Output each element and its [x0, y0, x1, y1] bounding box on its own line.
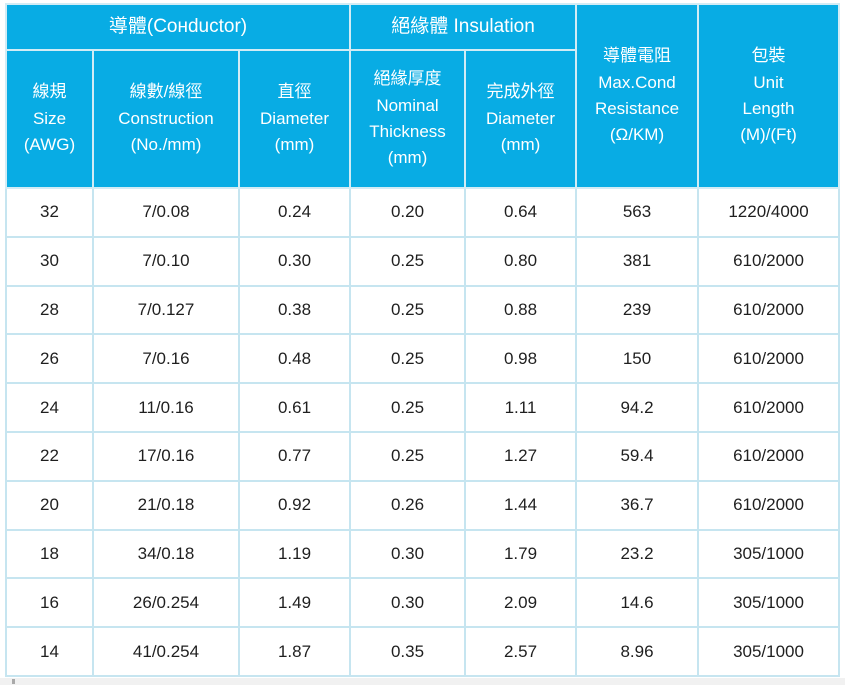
- table-cell: 41/0.254: [92, 626, 240, 677]
- table-cell: 0.25: [349, 382, 467, 433]
- table-cell: 0.25: [349, 284, 467, 336]
- table-cell: 1.11: [464, 382, 578, 433]
- header-unit-length: 包裝 Unit Length (M)/(Ft): [697, 3, 841, 189]
- table-cell: 0.98: [464, 333, 578, 385]
- table-cell: 1.44: [464, 479, 578, 531]
- table-cell: 610/2000: [697, 382, 841, 433]
- table-cell: 23.2: [575, 528, 700, 580]
- table-cell: 22: [5, 430, 94, 482]
- table-row: 22 17/0.16 0.77 0.25 1.27 59.4 610/2000: [5, 430, 841, 482]
- table-row: 16 26/0.254 1.49 0.30 2.09 14.6 305/1000: [5, 577, 841, 629]
- table-cell: 8.96: [575, 626, 700, 677]
- table-cell: 7/0.16: [92, 333, 240, 385]
- table-cell: 21/0.18: [92, 479, 240, 531]
- table-cell: 1.27: [464, 430, 578, 482]
- table-cell: 26: [5, 333, 94, 385]
- table-cell: 20: [5, 479, 94, 531]
- table-cell: 17/0.16: [92, 430, 240, 482]
- table-cell: 11/0.16: [92, 382, 240, 433]
- table-cell: 1.87: [237, 626, 352, 677]
- table-cell: 563: [575, 187, 700, 238]
- table-cell: 0.25: [349, 235, 467, 287]
- table-cell: 0.77: [237, 430, 352, 482]
- table-cell: 305/1000: [697, 528, 841, 580]
- table-cell: 59.4: [575, 430, 700, 482]
- table-cell: 94.2: [575, 382, 700, 433]
- header-finished-diameter: 完成外徑 Diameter (mm): [464, 49, 578, 189]
- table-cell: 18: [5, 528, 94, 580]
- table-cell: 1220/4000: [697, 187, 841, 238]
- table-row: 32 7/0.08 0.24 0.20 0.64 563 1220/4000: [5, 187, 841, 238]
- table-row: 28 7/0.127 0.38 0.25 0.88 239 610/2000: [5, 284, 841, 336]
- table-cell: 7/0.08: [92, 187, 240, 238]
- table-cell: 0.30: [237, 235, 352, 287]
- table-cell: 0.30: [349, 528, 467, 580]
- table-cell: 0.35: [349, 626, 467, 677]
- table-cell: 0.88: [464, 284, 578, 336]
- wire-spec-table: 導體(Coнductor) 絕緣體 Insulation 導體電阻 Max.Co…: [4, 3, 841, 677]
- table-cell: 0.80: [464, 235, 578, 287]
- table-cell: 381: [575, 235, 700, 287]
- table-cell: 0.61: [237, 382, 352, 433]
- table-cell: 1.49: [237, 577, 352, 629]
- table-row: 30 7/0.10 0.30 0.25 0.80 381 610/2000: [5, 235, 841, 287]
- table-cell: 7/0.10: [92, 235, 240, 287]
- table-cell: 14: [5, 626, 94, 677]
- table-cell: 610/2000: [697, 284, 841, 336]
- table-row: 26 7/0.16 0.48 0.25 0.98 150 610/2000: [5, 333, 841, 385]
- table-cell: 30: [5, 235, 94, 287]
- table-cell: 239: [575, 284, 700, 336]
- header-group-conductor: 導體(Coнductor): [4, 3, 352, 51]
- table-cell: 1.79: [464, 528, 578, 580]
- table-cell: 2.09: [464, 577, 578, 629]
- table-cell: 26/0.254: [92, 577, 240, 629]
- table-row: 14 41/0.254 1.87 0.35 2.57 8.96 305/1000: [5, 626, 841, 677]
- horizontal-scrollbar[interactable]: [0, 678, 845, 685]
- table-cell: 0.38: [237, 284, 352, 336]
- table-cell: 2.57: [464, 626, 578, 677]
- header-construction: 線數/線徑 Construction (No./mm): [92, 49, 240, 189]
- header-diameter: 直徑 Diameter (mm): [237, 49, 352, 189]
- header-sub-row: 線規 Size (AWG) 線數/線徑 Construction (No./mm…: [5, 49, 839, 189]
- table-cell: 0.20: [349, 187, 467, 238]
- table-cell: 610/2000: [697, 430, 841, 482]
- table-cell: 28: [5, 284, 94, 336]
- table-cell: 0.25: [349, 430, 467, 482]
- table-cell: 14.6: [575, 577, 700, 629]
- table-row: 24 11/0.16 0.61 0.25 1.11 94.2 610/2000: [5, 382, 841, 433]
- table-cell: 16: [5, 577, 94, 629]
- header-nominal-thickness: 絕緣厚度 Nominal Thickness (mm): [349, 49, 467, 189]
- table-cell: 1.19: [237, 528, 352, 580]
- table-cell: 0.24: [237, 187, 352, 238]
- table-cell: 0.92: [237, 479, 352, 531]
- table-cell: 0.64: [464, 187, 578, 238]
- scrollbar-thumb[interactable]: [12, 679, 15, 684]
- table-cell: 305/1000: [697, 626, 841, 677]
- table-cell: 32: [5, 187, 94, 238]
- header-group-insulation: 絕緣體 Insulation: [349, 3, 578, 51]
- table-cell: 0.48: [237, 333, 352, 385]
- table-cell: 0.30: [349, 577, 467, 629]
- table-cell: 610/2000: [697, 333, 841, 385]
- table-cell: 24: [5, 382, 94, 433]
- table-cell: 7/0.127: [92, 284, 240, 336]
- table-cell: 36.7: [575, 479, 700, 531]
- header-group-row: 導體(Coнductor) 絕緣體 Insulation 導體電阻 Max.Co…: [4, 3, 841, 189]
- table-cell: 34/0.18: [92, 528, 240, 580]
- table-cell: 610/2000: [697, 479, 841, 531]
- table-row: 20 21/0.18 0.92 0.26 1.44 36.7 610/2000: [5, 479, 841, 531]
- header-max-cond-resistance: 導體電阻 Max.Cond Resistance (Ω/KM): [575, 3, 700, 189]
- table-row: 18 34/0.18 1.19 0.30 1.79 23.2 305/1000: [5, 528, 841, 580]
- table-cell: 610/2000: [697, 235, 841, 287]
- table-cell: 305/1000: [697, 577, 841, 629]
- table-cell: 0.25: [349, 333, 467, 385]
- header-size-awg: 線規 Size (AWG): [5, 49, 94, 189]
- table-cell: 0.26: [349, 479, 467, 531]
- table-cell: 150: [575, 333, 700, 385]
